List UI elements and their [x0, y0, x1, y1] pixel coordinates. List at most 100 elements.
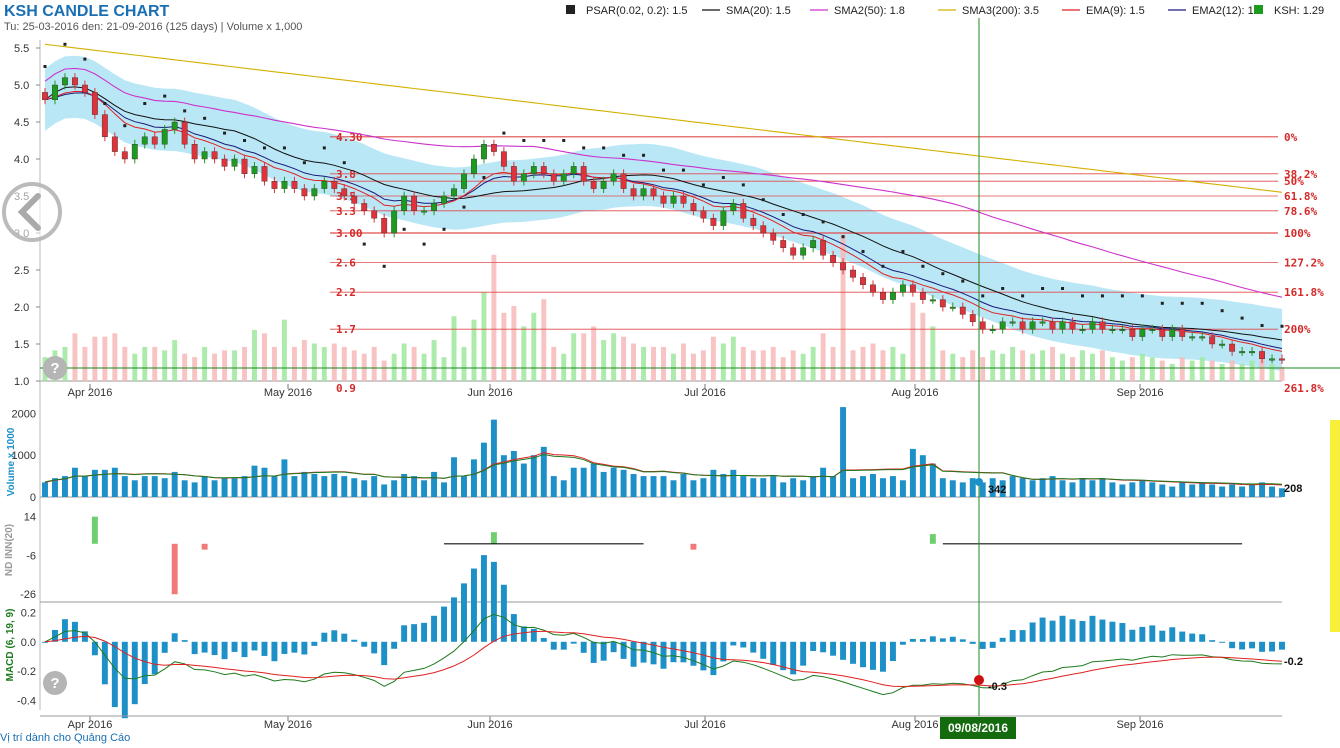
- macd-histogram-bar: [1279, 641, 1285, 650]
- volume-bar: [909, 448, 916, 497]
- price-volume-bar: [1149, 357, 1155, 381]
- volume-bar: [530, 455, 537, 497]
- volume-bar: [151, 476, 158, 497]
- volume-bar: [161, 478, 168, 497]
- macd-histogram-bar: [52, 629, 58, 642]
- ad-placeholder-link[interactable]: Vị trí dành cho Quảng Cáo: [0, 732, 131, 744]
- cursor-macd-marker: [974, 675, 984, 685]
- candle-body: [1109, 329, 1116, 331]
- volume-bar: [810, 476, 817, 497]
- volume-bar: [71, 467, 78, 497]
- candle-body: [820, 240, 827, 256]
- macd-histogram-bar: [620, 641, 627, 659]
- legend-label: SMA3(200): 3.5: [962, 5, 1039, 17]
- volume-bar: [341, 476, 348, 497]
- macd-histogram-bar: [690, 641, 697, 666]
- psar-dot: [1061, 287, 1065, 290]
- help-button-top[interactable]: ?: [42, 355, 68, 381]
- psar-dot: [282, 146, 286, 150]
- price-volume-bar: [132, 353, 138, 381]
- volume-bar: [580, 467, 587, 497]
- volume-bar: [271, 476, 278, 497]
- psar-dot: [1041, 287, 1045, 290]
- candle-body: [471, 158, 477, 175]
- macd-histogram-bar: [1249, 641, 1256, 649]
- macd-histogram-bar: [371, 641, 378, 654]
- candle-body: [251, 166, 258, 174]
- month-label: Jun 2016: [467, 387, 512, 399]
- macd-histogram-bar: [171, 633, 178, 642]
- price-grid: [39, 40, 1282, 710]
- candle-body: [101, 114, 108, 137]
- macd-histogram-bar: [1239, 641, 1246, 650]
- macd-histogram-bar: [1019, 630, 1026, 642]
- volume-bar: [1139, 480, 1146, 497]
- candles: [42, 73, 1285, 364]
- nd-panel-label: ND INN(20): [4, 524, 15, 576]
- psar-dot: [1021, 294, 1025, 298]
- psar-dot: [262, 146, 266, 150]
- price-volume-bar: [770, 346, 776, 381]
- psar-dot: [143, 102, 147, 105]
- psar-dot: [203, 116, 207, 120]
- candle-body: [461, 173, 467, 189]
- candle-body: [1169, 329, 1176, 337]
- volume-bar: [351, 478, 358, 497]
- volume-bar: [610, 467, 617, 497]
- volume-bar: [281, 459, 288, 497]
- macd-histogram-bar: [1049, 620, 1056, 642]
- volume-bar: [301, 471, 308, 497]
- macd-histogram-bar: [291, 641, 298, 653]
- psar-dot: [1180, 301, 1184, 305]
- legend-label: SMA2(50): 1.8: [834, 5, 905, 17]
- moving-averages: [44, 43, 1283, 352]
- volume-bar: [550, 476, 557, 497]
- psar-dot: [382, 264, 386, 268]
- volume-bar: [91, 469, 98, 497]
- volume-bar: [790, 478, 797, 497]
- svg-text:?: ?: [50, 360, 59, 377]
- candle-body: [880, 292, 886, 300]
- candle-body: [151, 136, 158, 145]
- candle-body: [630, 188, 637, 197]
- price-volume-bar: [830, 346, 836, 381]
- macd-histogram-bar: [510, 614, 517, 642]
- macd-histogram-bar: [919, 639, 926, 642]
- price-volume-bar: [182, 353, 188, 381]
- volume-bar: [291, 476, 298, 497]
- psar-dot: [761, 198, 765, 202]
- previous-arrow-button[interactable]: [0, 180, 64, 244]
- volume-bar: [101, 469, 108, 497]
- macd-histogram-bar: [221, 641, 228, 660]
- nd-bar: [690, 543, 697, 550]
- nd-panel: 14 -6 -26 ND INN(20): [4, 512, 1282, 603]
- macd-histogram-bar: [151, 641, 158, 675]
- volume-bar: [1039, 478, 1046, 497]
- price-volume-bar: [1119, 360, 1125, 381]
- psar-dot: [961, 279, 965, 283]
- macd-histogram-bar: [750, 641, 757, 653]
- candle-body: [211, 151, 218, 160]
- macd-histogram-bar: [889, 641, 896, 661]
- macd-histogram-bar: [1159, 630, 1166, 642]
- volume-bar: [461, 476, 467, 497]
- candle-body: [381, 217, 388, 234]
- help-button-bottom[interactable]: ?: [42, 670, 68, 696]
- psar-dot: [841, 235, 845, 239]
- volume-bar: [111, 467, 118, 497]
- price-volume-bar: [700, 350, 706, 381]
- macd-histogram-bar: [271, 641, 278, 662]
- candle-body: [331, 180, 338, 189]
- macd-histogram-bar: [550, 641, 557, 650]
- psar-dot: [302, 161, 306, 165]
- volume-cursor-value: 342: [988, 484, 1006, 496]
- volume-bar: [840, 407, 847, 497]
- price-volume-bar: [1179, 357, 1185, 381]
- price-volume-bar: [910, 302, 916, 381]
- candle-body: [610, 173, 617, 182]
- sma200-line: [44, 43, 1283, 193]
- price-volume-bar: [591, 326, 597, 381]
- psar-dot: [63, 42, 67, 46]
- volume-bar: [630, 474, 637, 497]
- price-volume-bar: [421, 353, 427, 381]
